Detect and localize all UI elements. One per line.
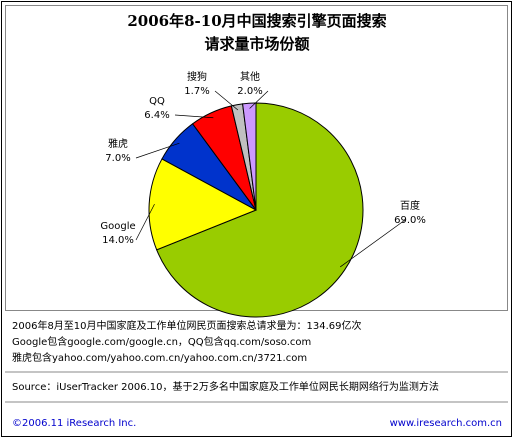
slice-label: Google bbox=[100, 221, 135, 232]
note: 雅虎包含yahoo.com/yahoo.com.cn/yahoo.com.cn/… bbox=[12, 351, 307, 364]
note: 2006年8月至10月中国家庭及工作单位网民页面搜索总请求量为：134.69亿次 bbox=[12, 319, 362, 332]
slice-label: 搜狗 bbox=[187, 70, 207, 83]
pie-slice bbox=[156, 102, 364, 318]
source: Source：iUserTracker 2006.10，基于2万多名中国家庭及工… bbox=[12, 380, 439, 393]
leader-line bbox=[135, 203, 155, 241]
slice-label: 雅虎 bbox=[108, 137, 128, 150]
leader-line bbox=[339, 219, 406, 268]
footer-left: ©2006.11 iResearch Inc. bbox=[12, 418, 136, 429]
leader-line bbox=[135, 142, 180, 159]
note: Google包含google.com/google.cn，QQ包含qq.com/… bbox=[12, 335, 311, 348]
pie-slice bbox=[242, 102, 257, 211]
pie-slice bbox=[148, 158, 258, 251]
slice-value: 2.0% bbox=[237, 86, 262, 97]
chart-title: 请求量市场份额 bbox=[204, 35, 309, 53]
leader-line bbox=[214, 90, 239, 111]
slice-label: QQ bbox=[149, 96, 165, 107]
footer-right: www.iresearch.com.cn bbox=[390, 418, 502, 429]
slice-value: 6.4% bbox=[144, 110, 169, 121]
chart-title: 2006年8-10月中国搜索引擎页面搜索 bbox=[127, 12, 386, 30]
slice-label: 其他 bbox=[240, 70, 260, 83]
slice-value: 14.0% bbox=[102, 235, 134, 246]
leader-line bbox=[249, 90, 269, 109]
slice-value: 7.0% bbox=[105, 153, 130, 164]
leader-line bbox=[174, 114, 214, 119]
slice-value: 69.0% bbox=[394, 215, 426, 226]
slice-label: 百度 bbox=[400, 199, 420, 212]
slice-value: 1.7% bbox=[184, 86, 209, 97]
